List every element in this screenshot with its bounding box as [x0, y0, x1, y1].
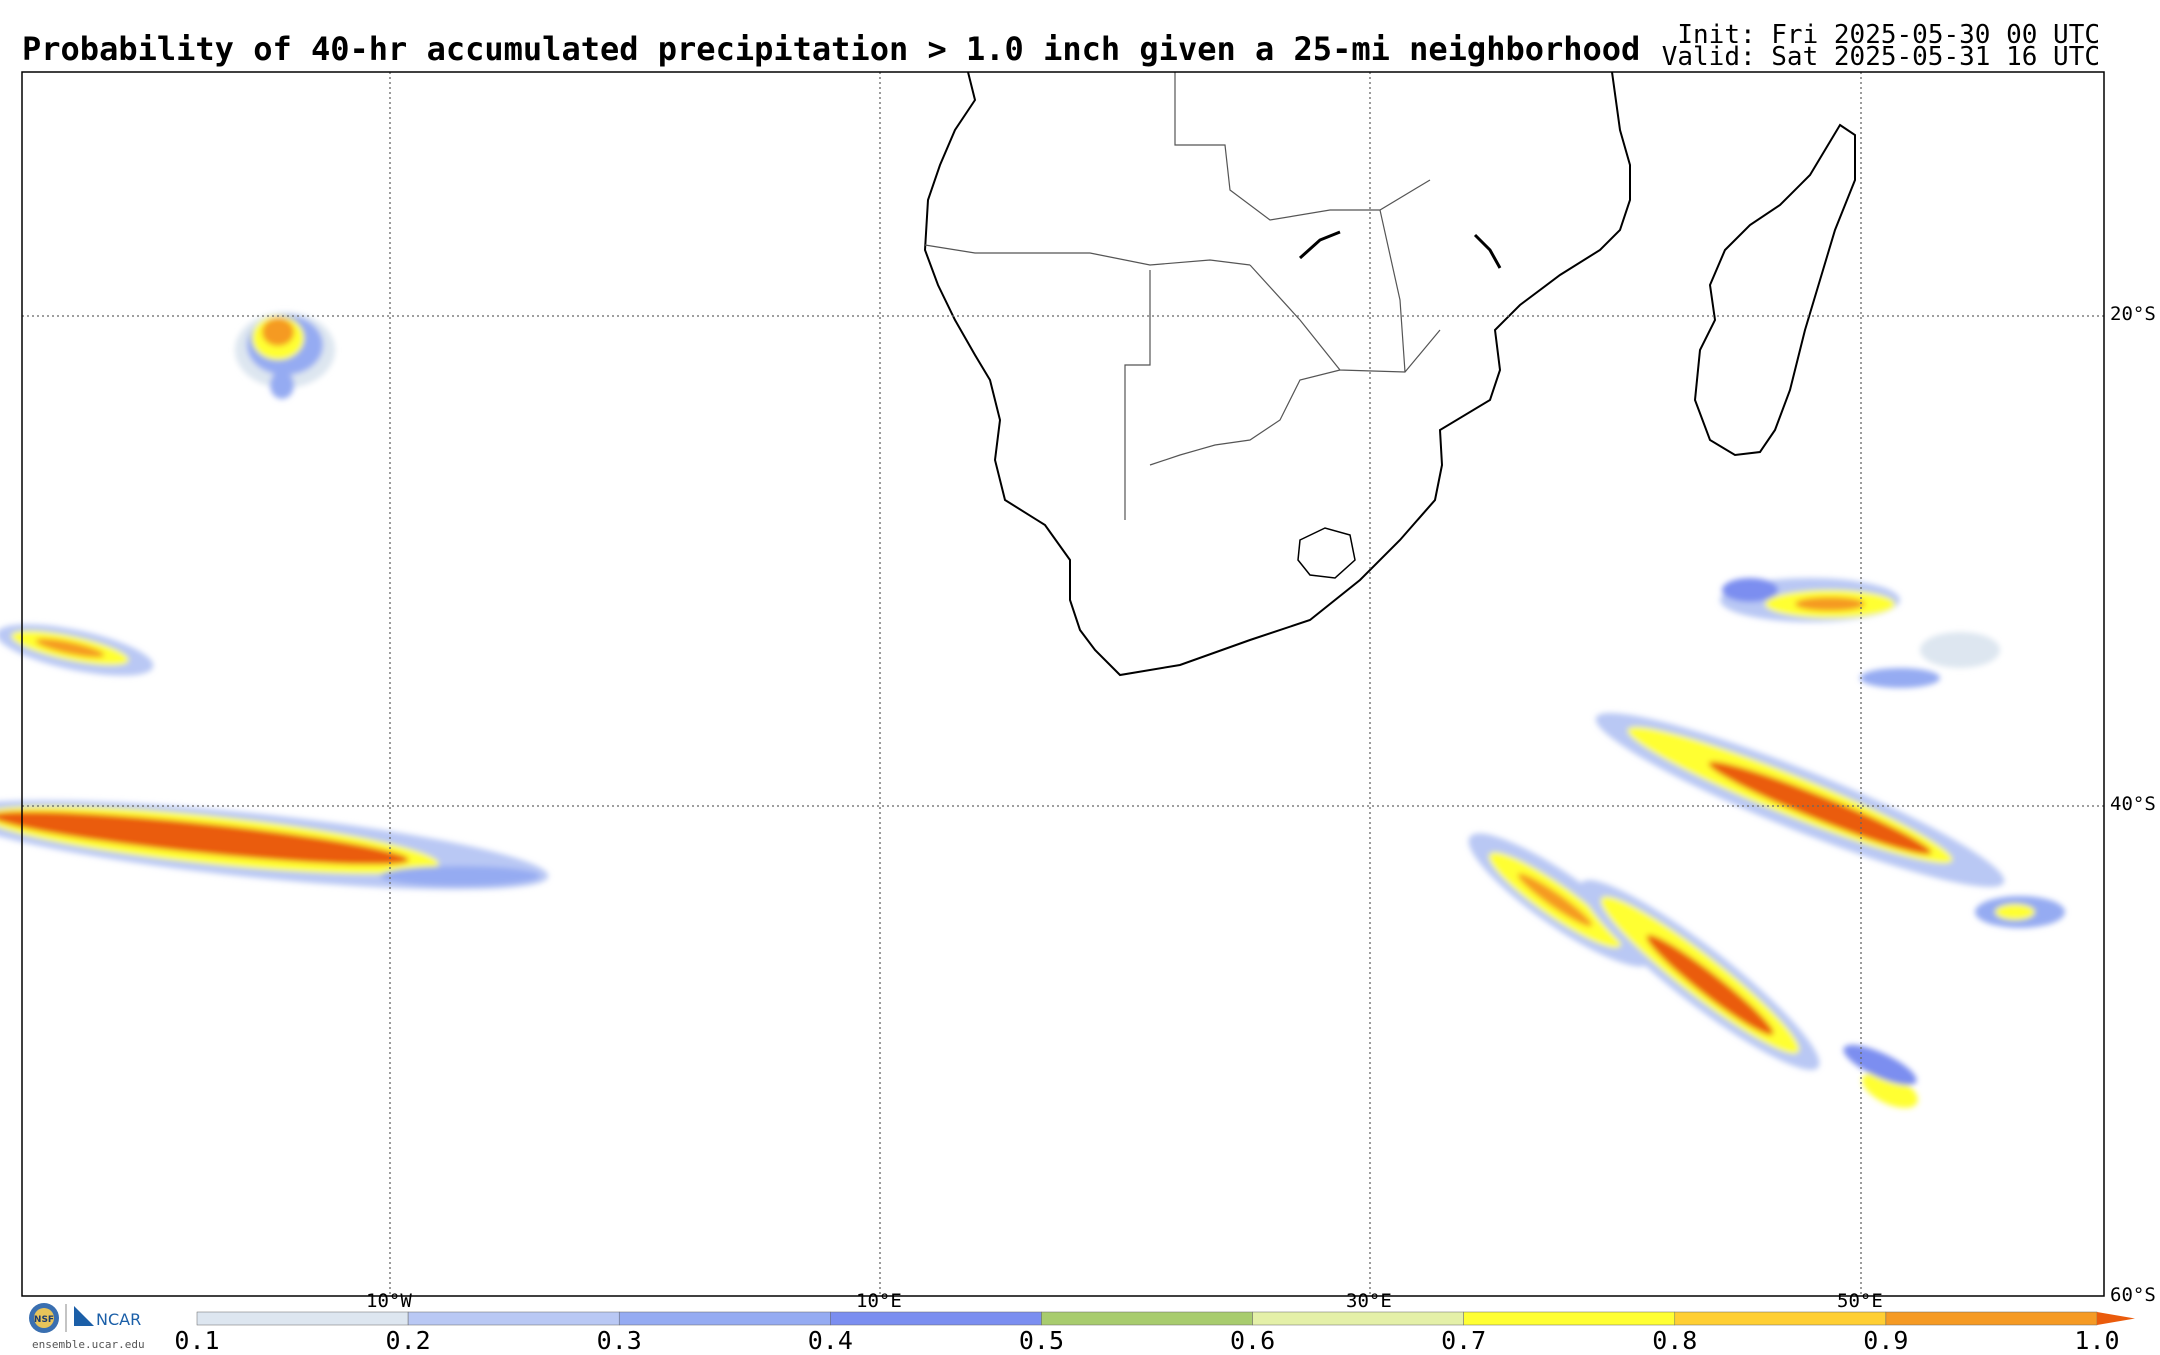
country-borders [924, 72, 1441, 520]
nsf-ncar-logo: NSF NCAR [29, 1303, 141, 1333]
lat-label-60s: 60°S [2110, 1284, 2156, 1306]
lon-label-30e: 30°E [1346, 1290, 1392, 1312]
map-frame [21, 71, 2105, 1297]
website-label: ensemble.ucar.edu [32, 1338, 145, 1351]
blob-east-north [1720, 578, 2000, 688]
lake-kariba [1298, 230, 1341, 260]
svg-text:NSF: NSF [34, 1315, 54, 1325]
colorbar-tick-label: 0.4 [807, 1326, 853, 1355]
blob-west-band [0, 800, 549, 890]
colorbar-segment [196, 1311, 409, 1326]
blob-east-far [1843, 896, 2065, 1086]
svg-text:NCAR: NCAR [96, 1310, 141, 1329]
lon-label-50e: 50°E [1837, 1290, 1883, 1312]
colorbar-tick-label: 0.6 [1229, 1326, 1276, 1355]
colorbar-tick-label: 0.5 [1018, 1326, 1065, 1355]
colorbar-tick-label: 0.8 [1652, 1326, 1698, 1355]
colorbar-segment [1463, 1311, 1676, 1326]
lake-malawi [1473, 233, 1502, 269]
colorbar-segment [1885, 1311, 2098, 1326]
lon-label-10w: 10°W [366, 1290, 412, 1312]
lesotho-border [1297, 527, 1356, 579]
precipitation-probability-field [0, 312, 2065, 1108]
lon-label-10e: 10°E [856, 1290, 902, 1312]
lat-label-20s: 20°S [2110, 303, 2156, 325]
colorbar-tick-label: 1.0 [2074, 1326, 2120, 1355]
blob-east-band-3 [1580, 880, 1918, 1108]
colorbar-segment [1041, 1311, 1253, 1326]
colorbar-segment [1252, 1311, 1464, 1326]
madagascar-coastline [1693, 123, 1856, 457]
valid-time: Valid: Sat 2025-05-31 16 UTC [1661, 42, 2100, 72]
colorbar-segment [407, 1311, 620, 1326]
colorbar-segment [618, 1311, 831, 1326]
blob-east-band-1 [1595, 713, 2005, 887]
colorbar [196, 1311, 2135, 1326]
africa-coastline [923, 71, 1631, 677]
colorbar-tick-label: 0.3 [596, 1326, 642, 1355]
colorbar-tick-label: 0.2 [385, 1326, 431, 1355]
blob-east-band-2 [1468, 833, 1652, 967]
chart-title: Probability of 40-hr accumulated precipi… [22, 30, 1641, 68]
colorbar-tick-label: 0.1 [174, 1326, 220, 1355]
graticule [22, 72, 2104, 1296]
colorbar-segment [830, 1311, 1042, 1326]
colorbar-tick-label: 0.9 [1863, 1326, 1909, 1355]
colorbar-extend-arrow [2097, 1312, 2135, 1325]
colorbar-segment [1674, 1311, 1887, 1326]
blob-west-upper [235, 312, 335, 399]
colorbar-tick-label: 0.7 [1441, 1326, 1487, 1355]
init-time: Init: Fri 2025-05-30 00 UTC [1677, 20, 2100, 50]
lat-label-40s: 40°S [2110, 793, 2156, 815]
blob-west-middle [0, 624, 154, 676]
